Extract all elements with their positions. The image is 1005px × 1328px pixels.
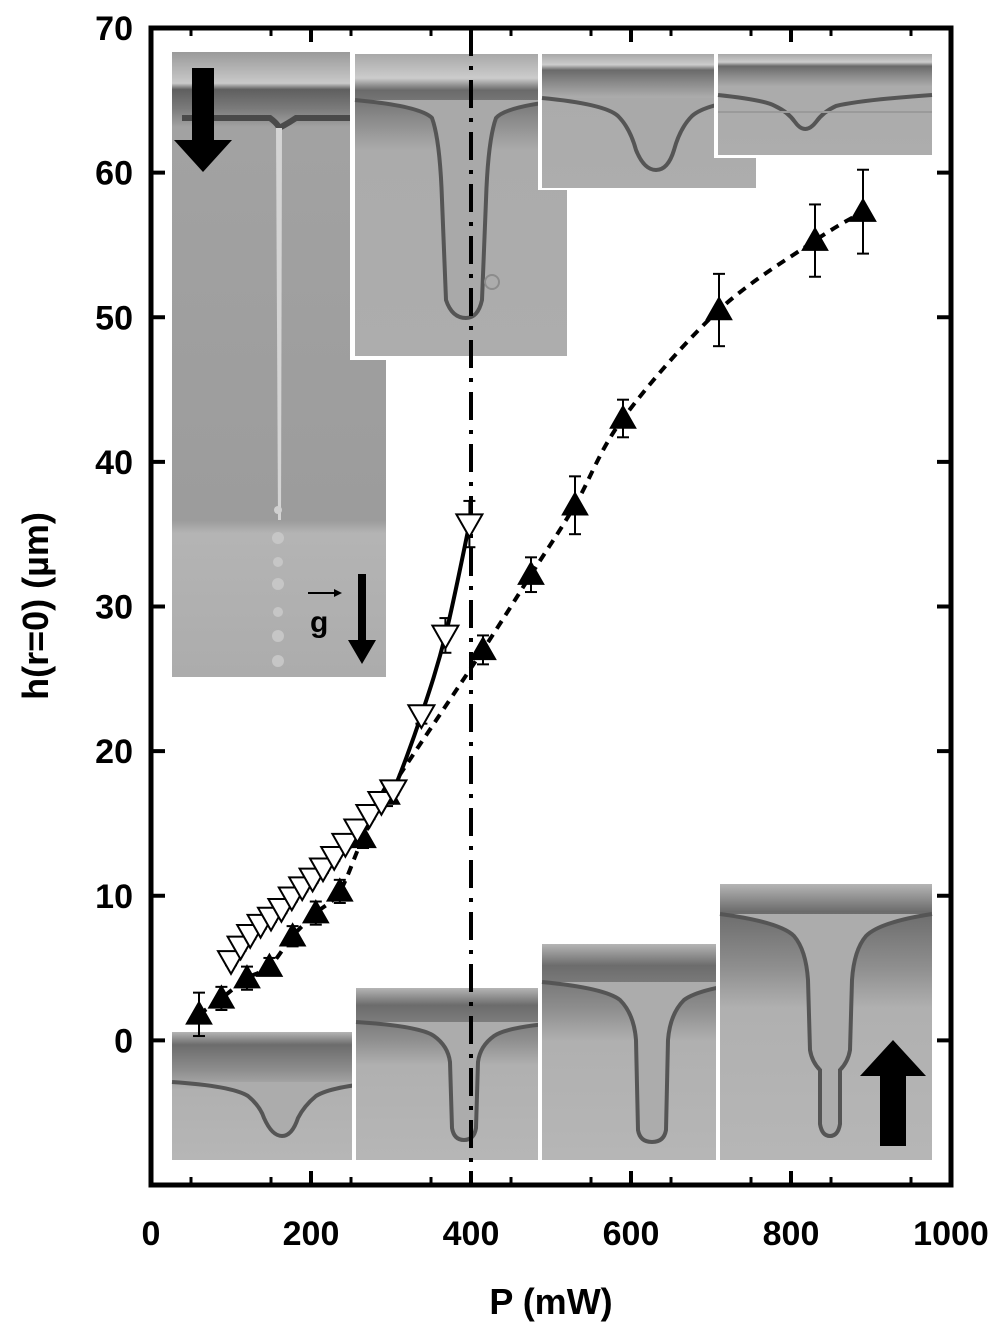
x-tick-label: 400 (443, 1215, 500, 1253)
y-tick-label: 0 (114, 1022, 133, 1060)
filled-triangle-marker (185, 1000, 213, 1025)
x-axis-tick-labels: 0 200 400 600 800 1000 (142, 1215, 989, 1253)
x-tick-label: 800 (763, 1215, 820, 1253)
open-triangle-marker (354, 804, 385, 830)
filled-triangle-marker (801, 226, 829, 251)
open-triangle-marker (216, 950, 246, 976)
filled-triangle-marker (233, 964, 261, 989)
filled-triangle-marker (849, 197, 877, 222)
arrow-up-icon (860, 1040, 926, 1146)
x-tick-label: 200 (283, 1215, 340, 1253)
data-markers (185, 197, 877, 1025)
filled-triangle-marker (278, 922, 307, 947)
y-tick-label: 50 (95, 299, 133, 337)
x-tick-label: 600 (603, 1215, 660, 1253)
open-triangle-marker (406, 704, 437, 730)
open-triangle-marker (308, 857, 338, 884)
y-tick-label: 60 (95, 155, 133, 193)
open-triangle-marker (430, 624, 461, 651)
filled-triangle-marker (705, 296, 733, 321)
filled-triangle-marker (301, 899, 330, 924)
open-triangle-marker (378, 779, 409, 806)
gravity-arrow-icon (348, 574, 376, 664)
open-triangle-marker (319, 845, 349, 872)
y-tick-label: 40 (95, 444, 133, 482)
y-tick-label: 30 (95, 589, 133, 627)
x-axis-title: P (mW) (489, 1281, 612, 1322)
arrow-down-icon (174, 68, 232, 172)
y-tick-label: 10 (95, 878, 133, 916)
y-tick-label: 20 (95, 733, 133, 771)
filled-triangle-marker (469, 635, 497, 661)
filled-triangle-marker (255, 952, 284, 977)
filled-triangle-marker (325, 877, 354, 902)
filled-triangle-marker (517, 560, 545, 585)
gravity-label: g (310, 606, 328, 639)
inset-image-bottom-2 (352, 984, 574, 1160)
axis-ticks (149, 26, 953, 1185)
open-triangle-marker (366, 790, 397, 817)
x-tick-label: 0 (142, 1215, 161, 1253)
open-triangle-marker (454, 513, 485, 540)
filled-triangle-marker (207, 984, 236, 1009)
y-axis-title: h(r=0) (µm) (15, 512, 56, 700)
y-tick-label: 70 (95, 10, 133, 48)
x-tick-label: 1000 (913, 1215, 989, 1253)
inset-image-bottom-4 (716, 880, 936, 1160)
inset-images: g (171, 50, 936, 1160)
open-triangle-marker (330, 832, 361, 859)
filled-triangle-marker (609, 404, 637, 429)
y-axis-tick-labels: 0 10 20 30 40 50 60 70 (95, 10, 133, 1060)
inset-image-top-4 (714, 50, 936, 158)
inset-image-top-2 (350, 50, 570, 360)
filled-triangle-marker (561, 491, 589, 516)
open-triangle-marker (342, 818, 373, 845)
